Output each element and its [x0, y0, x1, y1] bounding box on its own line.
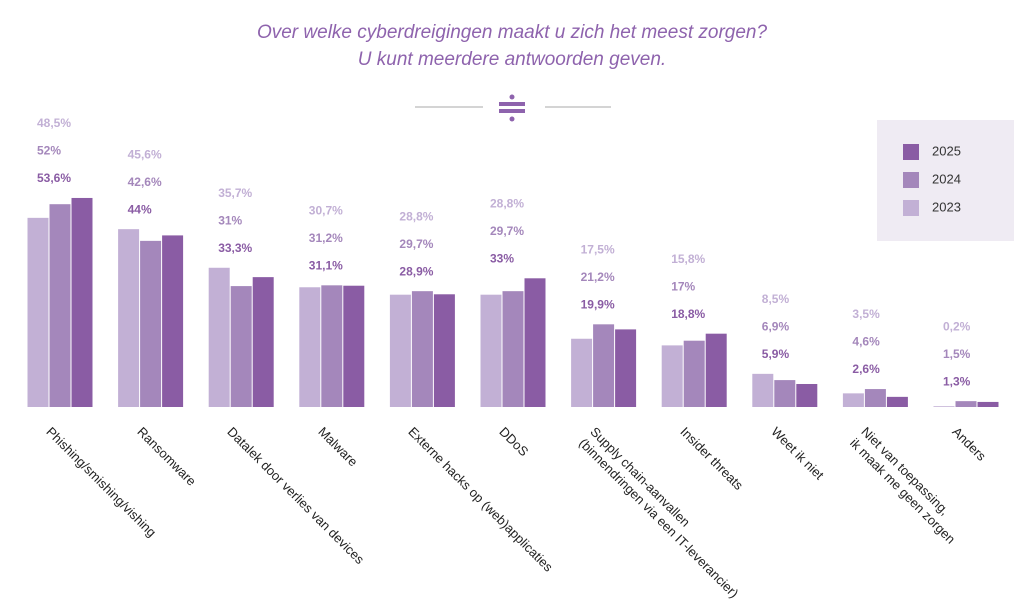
bar — [252, 277, 274, 407]
bar — [299, 287, 321, 407]
bar — [343, 285, 365, 407]
value-label: 31,2% — [309, 231, 343, 245]
bar — [208, 267, 230, 407]
value-label: 53,6% — [37, 171, 71, 185]
value-label: 31% — [218, 213, 242, 227]
legend-label: 2023 — [932, 199, 961, 214]
bar — [886, 396, 908, 407]
legend-swatch — [903, 144, 919, 160]
value-label: 28,9% — [399, 264, 433, 278]
bar — [864, 389, 886, 407]
value-label: 17% — [671, 279, 695, 293]
value-label: 19,9% — [581, 297, 615, 311]
legend-swatch — [903, 200, 919, 216]
value-label: 1,3% — [943, 374, 971, 388]
value-label: 31,1% — [309, 258, 343, 272]
bar — [571, 338, 593, 407]
bar — [615, 329, 637, 407]
value-label: 35,7% — [218, 186, 252, 200]
value-label: 28,8% — [490, 196, 524, 210]
value-label: 18,8% — [671, 307, 705, 321]
legend-box — [877, 120, 1014, 241]
bar — [118, 229, 140, 407]
value-label: 5,9% — [762, 347, 790, 361]
bar — [140, 240, 162, 407]
value-label: 45,6% — [128, 147, 162, 161]
bar — [796, 383, 818, 407]
bar — [162, 235, 184, 407]
value-label: 6,9% — [762, 320, 790, 334]
value-label: 42,6% — [128, 175, 162, 189]
value-label: 1,5% — [943, 347, 971, 361]
value-label: 48,5% — [37, 116, 71, 130]
bar — [933, 406, 955, 407]
legend-label: 2025 — [932, 143, 961, 158]
bar — [502, 291, 524, 407]
bar — [321, 285, 343, 407]
value-label: 8,5% — [762, 292, 790, 306]
value-label: 15,8% — [671, 252, 705, 266]
value-label: 2,6% — [852, 362, 880, 376]
bar — [524, 278, 546, 407]
chart-subtitle: U kunt meerdere antwoorden geven. — [358, 49, 666, 70]
bar — [480, 294, 502, 407]
legend-label: 2024 — [932, 171, 961, 186]
divider-icon — [499, 94, 525, 122]
value-label: 3,5% — [852, 307, 880, 321]
legend-swatch — [903, 172, 919, 188]
value-label: 44% — [128, 202, 152, 216]
bar — [27, 217, 49, 407]
value-label: 33,3% — [218, 241, 252, 255]
bar — [683, 340, 705, 407]
bar — [774, 380, 796, 407]
value-label: 33% — [490, 251, 514, 265]
value-label: 17,5% — [581, 242, 615, 256]
bar — [49, 204, 71, 407]
value-label: 4,6% — [852, 335, 880, 349]
bar — [433, 294, 455, 407]
bar — [955, 401, 977, 407]
value-label: 28,8% — [399, 209, 433, 223]
bar — [71, 197, 93, 407]
bar — [977, 401, 999, 407]
bar — [411, 291, 433, 407]
bar — [752, 373, 774, 407]
chart-title: Over welke cyberdreigingen maakt u zich … — [257, 22, 768, 43]
bar — [661, 345, 683, 407]
bar — [842, 393, 864, 407]
value-label: 0,2% — [943, 319, 971, 333]
value-label: 21,2% — [581, 270, 615, 284]
value-label: 29,7% — [490, 224, 524, 238]
bar — [389, 294, 411, 407]
bar — [705, 333, 727, 407]
bar — [593, 324, 615, 407]
value-label: 52% — [37, 144, 61, 158]
bar — [230, 286, 252, 407]
value-label: 29,7% — [399, 237, 433, 251]
value-label: 30,7% — [309, 203, 343, 217]
